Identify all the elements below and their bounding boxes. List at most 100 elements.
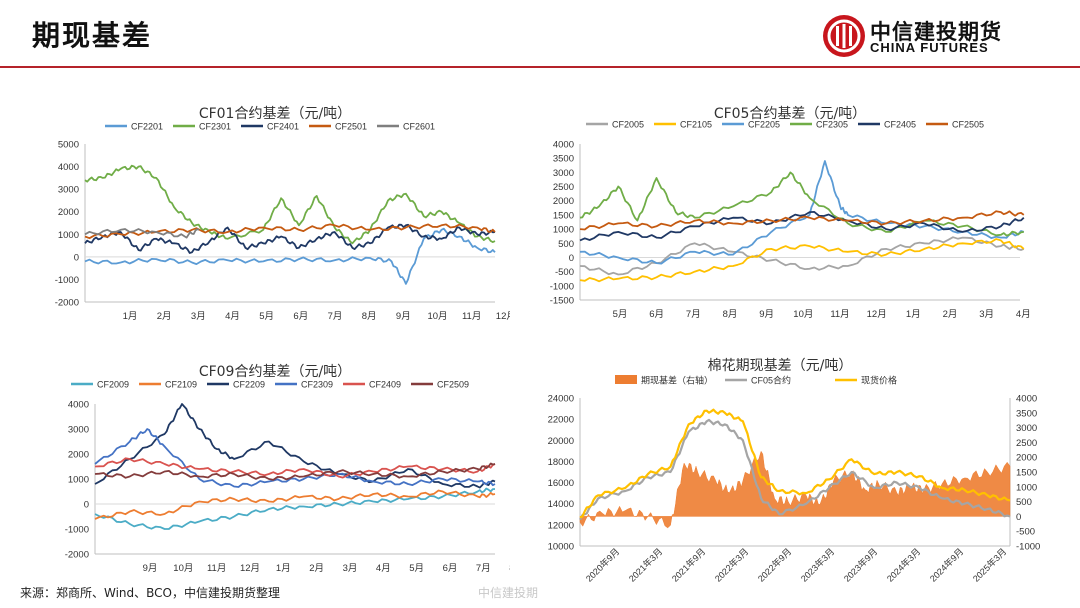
series-line-CF2601 xyxy=(84,228,200,239)
y-tick-label: -2000 xyxy=(55,298,79,309)
legend-item: CF2109 xyxy=(139,380,197,390)
y-tick-label: 2000 xyxy=(58,207,79,218)
series-line-现货价格 xyxy=(579,408,1011,519)
y-tick-label: 4000 xyxy=(58,162,79,173)
chart-title: CF05合约基差（元/吨） xyxy=(714,105,866,122)
x-tick-label: 10月 xyxy=(427,311,447,322)
x-tick-label: 9月 xyxy=(396,311,411,322)
cf05-basis-chart: CF05合约基差（元/吨） CF2005 CF2105 CF2205 CF2305 CF2… xyxy=(550,105,1031,320)
x-tick-label: 7月 xyxy=(686,309,701,320)
legend-label: CF2601 xyxy=(403,122,435,132)
series-line-CF2301 xyxy=(84,164,496,245)
legend-label: CF2205 xyxy=(748,120,780,130)
x-tick-label: 10月 xyxy=(173,563,193,574)
y-tick-label: 0 xyxy=(74,252,79,263)
x-tick-label: 2024年3月 xyxy=(884,546,922,582)
y2-tick-label: 3500 xyxy=(1016,408,1037,419)
x-tick-label: 9月 xyxy=(759,309,774,320)
legend-label: CF05合约 xyxy=(751,375,791,386)
x-tick-label: 2月 xyxy=(309,563,324,574)
chart-title: CF01合约基差（元/吨） xyxy=(199,105,351,122)
legend-label: 期现基差（右轴） xyxy=(641,375,713,386)
y-tick-label: 5000 xyxy=(58,140,79,151)
x-tick-label: 12月 xyxy=(496,311,510,322)
legend-label: 现货价格 xyxy=(861,375,897,386)
y-tick-label: -500 xyxy=(555,267,574,278)
y-tick-label: -1000 xyxy=(55,275,79,286)
legend-label: CF2405 xyxy=(884,120,916,130)
y-tick-label: 2500 xyxy=(553,182,574,193)
x-tick-label: 4月 xyxy=(376,563,391,574)
y-tick-label: -1000 xyxy=(550,281,574,292)
legend-label: CF2305 xyxy=(816,120,848,130)
legend-item: CF2009 xyxy=(71,380,129,390)
y-tick-label: -1000 xyxy=(65,525,89,536)
series-line-CF05合约 xyxy=(579,418,1011,521)
legend-item: CF2201 xyxy=(105,122,163,132)
x-tick-label: 3月 xyxy=(979,309,994,320)
x-tick-label: 8月 xyxy=(509,563,510,574)
legend-label: CF2401 xyxy=(267,122,299,132)
x-tick-label: 4月 xyxy=(1016,309,1031,320)
x-tick-label: 9月 xyxy=(143,563,158,574)
chart-title: CF09合约基差（元/吨） xyxy=(199,363,351,380)
series-line-CF2505 xyxy=(579,210,1025,231)
legend-label: CF2201 xyxy=(131,122,163,132)
legend-label: CF2209 xyxy=(233,380,265,390)
y2-tick-label: 2500 xyxy=(1016,438,1037,449)
legend-label: CF2105 xyxy=(680,120,712,130)
y2-tick-label: 1500 xyxy=(1016,468,1037,479)
x-tick-label: 8月 xyxy=(362,311,377,322)
series-line-CF2309 xyxy=(94,428,496,488)
x-tick-label: 2023年9月 xyxy=(841,546,879,582)
legend-swatch xyxy=(615,375,637,384)
y-tick-label: 20000 xyxy=(548,436,574,447)
series-line-CF2105 xyxy=(579,238,1025,283)
legend-label: CF2501 xyxy=(335,122,367,132)
legend-label: CF2409 xyxy=(369,380,401,390)
y-tick-label: 1500 xyxy=(553,210,574,221)
x-tick-label: 12月 xyxy=(240,563,260,574)
legend-item: CF2405 xyxy=(858,120,916,130)
y-tick-label: 3000 xyxy=(58,185,79,196)
chart-title: 棉花期现基差（元/吨） xyxy=(708,357,853,374)
x-tick-label: 6月 xyxy=(649,309,664,320)
legend-label: CF2309 xyxy=(301,380,333,390)
x-tick-label: 2021年3月 xyxy=(626,546,664,582)
x-tick-label: 2月 xyxy=(943,309,958,320)
series-line-CF2109 xyxy=(94,489,496,520)
y2-tick-label: 3000 xyxy=(1016,423,1037,434)
x-tick-label: 2020年9月 xyxy=(583,546,621,582)
y-tick-label: -2000 xyxy=(65,550,89,561)
x-tick-label: 1月 xyxy=(276,563,291,574)
x-tick-label: 11月 xyxy=(462,311,481,322)
x-tick-label: 1月 xyxy=(123,311,138,322)
logo-mark-icon xyxy=(823,15,865,57)
x-tick-label: 4月 xyxy=(225,311,240,322)
legend-label: CF2005 xyxy=(612,120,644,130)
legend-item: CF05合约 xyxy=(725,375,791,386)
y-tick-label: 10000 xyxy=(548,542,574,553)
x-tick-label: 2024年9月 xyxy=(927,546,965,582)
legend-label: CF2505 xyxy=(952,120,984,130)
y-tick-label: 0 xyxy=(569,253,574,264)
legend-item: CF2601 xyxy=(377,122,435,132)
legend-item: CF2401 xyxy=(241,122,299,132)
logo-chinese-name: 中信建投期货 xyxy=(870,20,1002,44)
y-tick-label: 0 xyxy=(84,500,89,511)
x-tick-label: 2月 xyxy=(157,311,172,322)
y-tick-label: 4000 xyxy=(68,400,89,411)
legend-item: 期现基差（右轴） xyxy=(615,375,713,386)
y-tick-label: -1500 xyxy=(550,296,574,307)
y-tick-label: 3000 xyxy=(553,168,574,179)
watermark-text: 中信建投期 xyxy=(478,586,539,600)
y2-tick-label: 2000 xyxy=(1016,453,1037,464)
y-tick-label: 1000 xyxy=(58,230,79,241)
x-tick-label: 2025年3月 xyxy=(970,546,1008,582)
y-tick-label: 3000 xyxy=(68,425,89,436)
page-title: 期现基差 xyxy=(32,19,153,52)
cf09-basis-chart: CF09合约基差（元/吨） CF2009 CF2109 CF2209 CF2309 CF2… xyxy=(65,363,510,574)
x-tick-label: 5月 xyxy=(613,309,628,320)
legend-item: CF2301 xyxy=(173,122,231,132)
x-tick-label: 8月 xyxy=(723,309,738,320)
